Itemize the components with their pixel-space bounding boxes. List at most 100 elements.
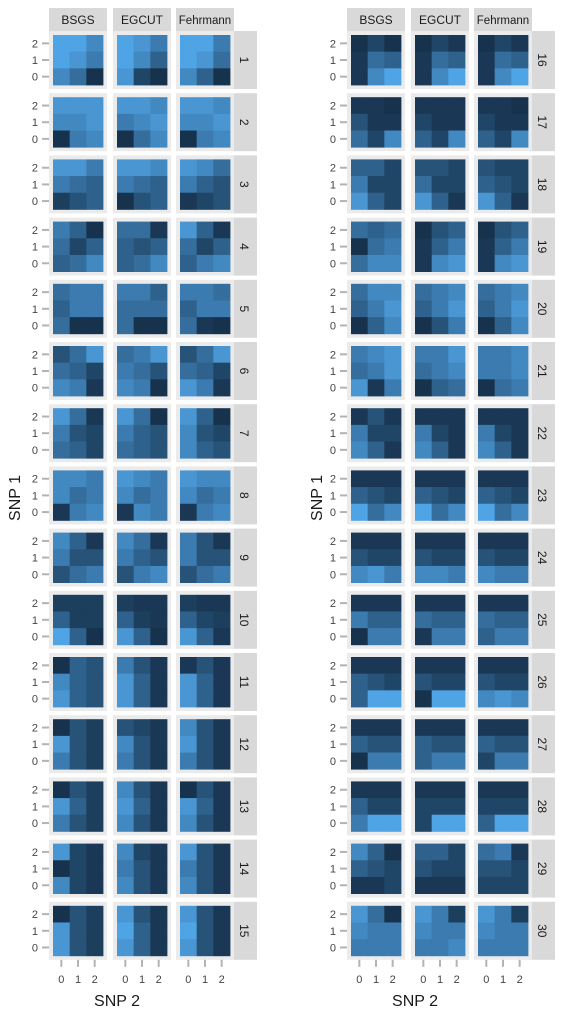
heatmap-cell (196, 35, 214, 53)
y-tick-label: 0 (32, 507, 38, 519)
heatmap-cell (117, 254, 135, 272)
row-strip-bg (529, 590, 555, 649)
heatmap-cell (494, 549, 512, 567)
heatmap-cell (180, 362, 198, 380)
heatmap-cell (415, 68, 433, 86)
heatmap-cell (415, 470, 433, 488)
heatmap-cell (133, 192, 151, 210)
heatmap-cell (86, 35, 104, 53)
heatmap-cell (180, 441, 198, 459)
heatmap-cell (415, 719, 433, 737)
heatmap-cell (367, 346, 385, 364)
heatmap-cell (53, 939, 71, 957)
x-tick-label: 2 (390, 974, 396, 986)
heatmap-cell (367, 362, 385, 380)
heatmap-cell (86, 549, 104, 567)
heatmap-cell (494, 594, 512, 612)
heatmap-cell (117, 657, 135, 675)
heatmap-cell (150, 781, 168, 799)
heatmap-cell (133, 798, 151, 816)
heatmap-cell (431, 549, 449, 567)
heatmap-cell (133, 690, 151, 708)
y-tick-label: 2 (32, 474, 38, 486)
heatmap-cell (431, 441, 449, 459)
heatmap-cell (117, 130, 135, 148)
heatmap-cell (69, 690, 87, 708)
y-tick-label: 0 (32, 942, 38, 954)
heatmap-cell (384, 51, 402, 69)
heatmap-cell (478, 424, 496, 442)
heatmap-cell (415, 814, 433, 832)
heatmap-cell (431, 97, 449, 115)
column-strip-label: BSGS (61, 13, 94, 27)
heatmap-cell (415, 735, 433, 753)
heatmap-cell (213, 159, 231, 177)
heatmap-cell (431, 843, 449, 861)
heatmap-cell (53, 97, 71, 115)
heatmap-cell (351, 346, 369, 364)
heatmap-cell (415, 254, 433, 272)
heatmap-cell (351, 470, 369, 488)
y-tick-label: 1 (330, 926, 336, 938)
heatmap-cell (478, 283, 496, 301)
heatmap-cell (415, 939, 433, 957)
heatmap-cell (448, 441, 466, 459)
heatmap-cell (351, 628, 369, 646)
heatmap-cell (133, 611, 151, 629)
row-strip-bg (529, 777, 555, 836)
heatmap-cell (448, 68, 466, 86)
heatmap-cell (86, 487, 104, 505)
row-strip-label: 7 (237, 430, 251, 437)
heatmap-cell (384, 346, 402, 364)
heatmap-cell (180, 673, 198, 691)
heatmap-cell (53, 113, 71, 131)
heatmap-cell (133, 860, 151, 878)
heatmap-cell (69, 254, 87, 272)
heatmap-cell (511, 690, 529, 708)
y-tick-label: 0 (330, 196, 336, 208)
heatmap-cell (415, 35, 433, 53)
heatmap-cell (367, 503, 385, 521)
heatmap-cell (117, 346, 135, 364)
heatmap-cell (431, 192, 449, 210)
heatmap-cell (69, 611, 87, 629)
heatmap-cell (478, 876, 496, 894)
heatmap-cell (69, 176, 87, 194)
y-tick-label: 2 (330, 225, 336, 237)
y-tick-label: 1 (330, 428, 336, 440)
heatmap-cell (351, 408, 369, 426)
heatmap-cell (448, 549, 466, 567)
row-strip-bg (231, 93, 257, 152)
heatmap-cell (213, 51, 231, 69)
heatmap-cell (448, 317, 466, 335)
heatmap-cell (150, 922, 168, 940)
heatmap-cell (213, 68, 231, 86)
heatmap-cell (86, 408, 104, 426)
heatmap-cell (415, 238, 433, 256)
heatmap-cell (86, 441, 104, 459)
heatmap-cell (133, 346, 151, 364)
heatmap-cell (511, 611, 529, 629)
heatmap-cell (180, 594, 198, 612)
heatmap-cell (180, 798, 198, 816)
heatmap-cell (86, 628, 104, 646)
heatmap-cell (367, 424, 385, 442)
heatmap-cell (448, 221, 466, 239)
heatmap-cell (367, 922, 385, 940)
heatmap-cell (196, 68, 214, 86)
heatmap-cell (180, 532, 198, 550)
heatmap-cell (367, 719, 385, 737)
heatmap-cell (86, 594, 104, 612)
heatmap-cell (478, 549, 496, 567)
heatmap-cell (180, 876, 198, 894)
heatmap-cell (180, 317, 198, 335)
heatmap-cell (196, 470, 214, 488)
heatmap-cell (478, 487, 496, 505)
heatmap-cell (53, 300, 71, 318)
heatmap-cell (69, 798, 87, 816)
heatmap-cell (384, 781, 402, 799)
heatmap-cell (351, 503, 369, 521)
heatmap-cell (86, 814, 104, 832)
heatmap-cell (384, 283, 402, 301)
